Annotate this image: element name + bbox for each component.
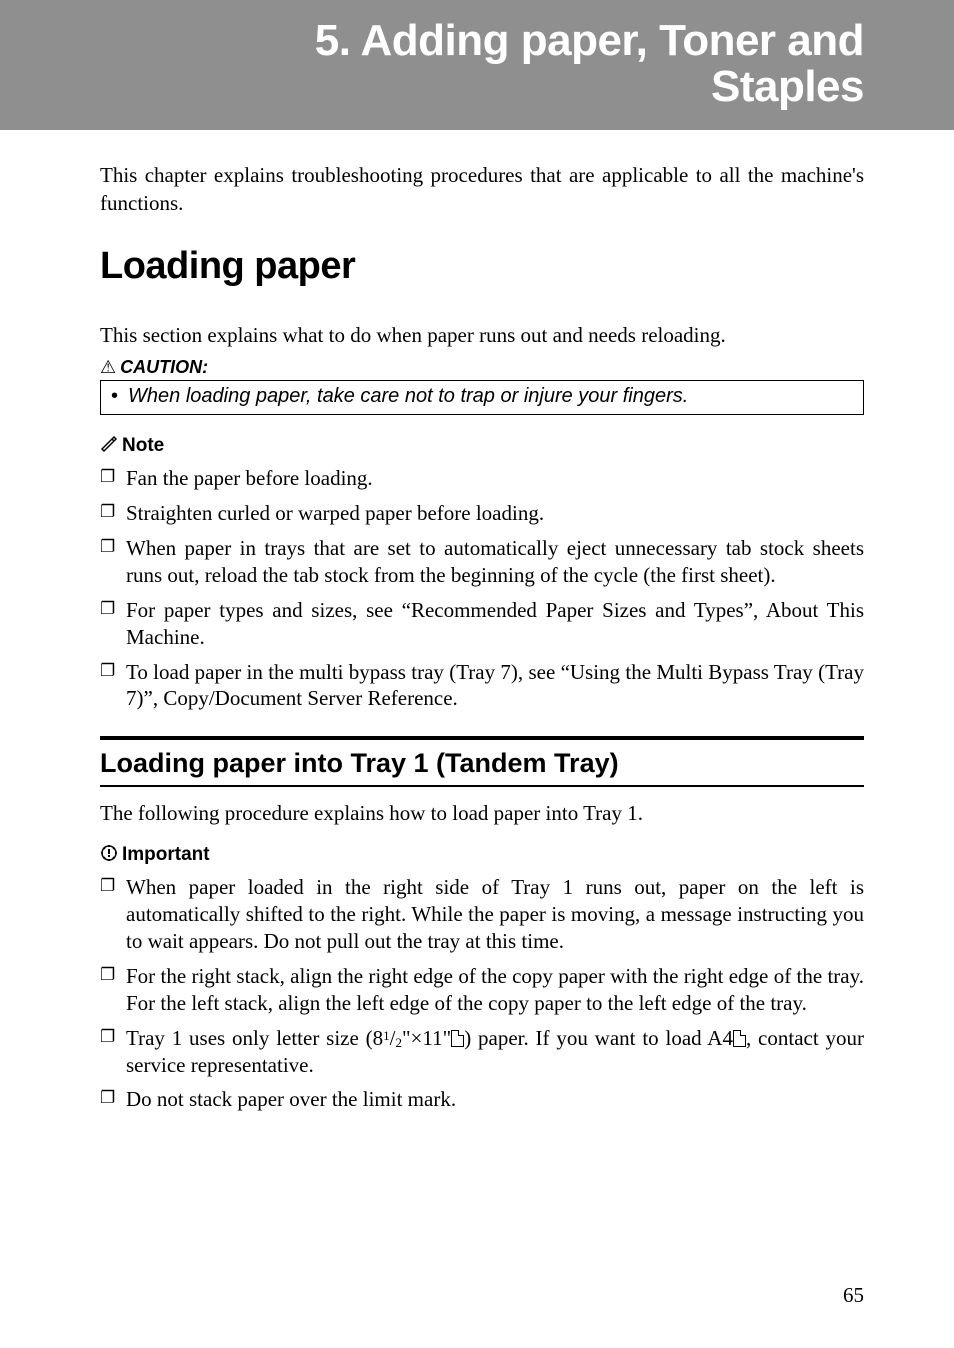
list-item: Tray 1 uses only letter size (81/2"×11")… [100,1025,864,1079]
portrait-icon [733,1030,746,1047]
chapter-title: 5. Adding paper, Toner and Staples [90,18,864,110]
list-item: When paper in trays that are set to auto… [100,535,864,589]
important-icon [100,844,118,868]
caution-box: • When loading paper, take care not to tr… [100,381,864,415]
list-item: When paper loaded in the right side of T… [100,874,864,955]
list-item: Fan the paper before loading. [100,465,864,492]
portrait-icon [451,1030,464,1047]
tray1-item3-post: ) paper. If you want to load A4 [464,1026,733,1050]
important-list: When paper loaded in the right side of T… [100,874,864,1113]
caution-bullet: • [111,385,118,407]
list-item: To load paper in the multi bypass tray (… [100,659,864,713]
caution-icon: ⚠ [100,357,116,377]
chapter-title-line1: 5. Adding paper, Toner and [315,16,864,65]
chapter-intro: This chapter explains troubleshooting pr… [100,162,864,217]
subsection-heading-tray1: Loading paper into Tray 1 (Tandem Tray) [100,740,864,785]
list-item: For the right stack, align the right edg… [100,963,864,1017]
note-list: Fan the paper before loading. Straighten… [100,465,864,712]
page-number: 65 [843,1283,864,1308]
fraction-half: 1/2 [383,1026,402,1050]
tray1-intro: The following procedure explains how to … [100,801,864,826]
note-label: Note [100,435,864,459]
important-label: Important [100,844,864,868]
subsection-rule-bottom [100,785,864,787]
chapter-header: 5. Adding paper, Toner and Staples [0,0,954,130]
caution-label-text: CAUTION: [120,357,208,377]
list-item: Do not stack paper over the limit mark. [100,1086,864,1113]
caution-label: ⚠CAUTION: [100,357,864,378]
page-content: This chapter explains troubleshooting pr… [0,130,954,1113]
loading-paper-intro: This section explains what to do when pa… [100,322,864,349]
tray1-item3-pre: Tray 1 uses only letter size (8 [126,1026,383,1050]
tray1-item3-mid: ×11" [411,1026,452,1050]
caution-text: When loading paper, take care not to tra… [128,385,688,407]
list-item: For paper types and sizes, see “Recommen… [100,597,864,651]
section-heading-loading-paper: Loading paper [100,245,864,288]
list-item: Straighten curled or warped paper before… [100,500,864,527]
note-icon [100,435,118,459]
chapter-title-line2: Staples [711,62,864,111]
important-label-text: Important [122,844,210,865]
note-label-text: Note [122,435,164,456]
